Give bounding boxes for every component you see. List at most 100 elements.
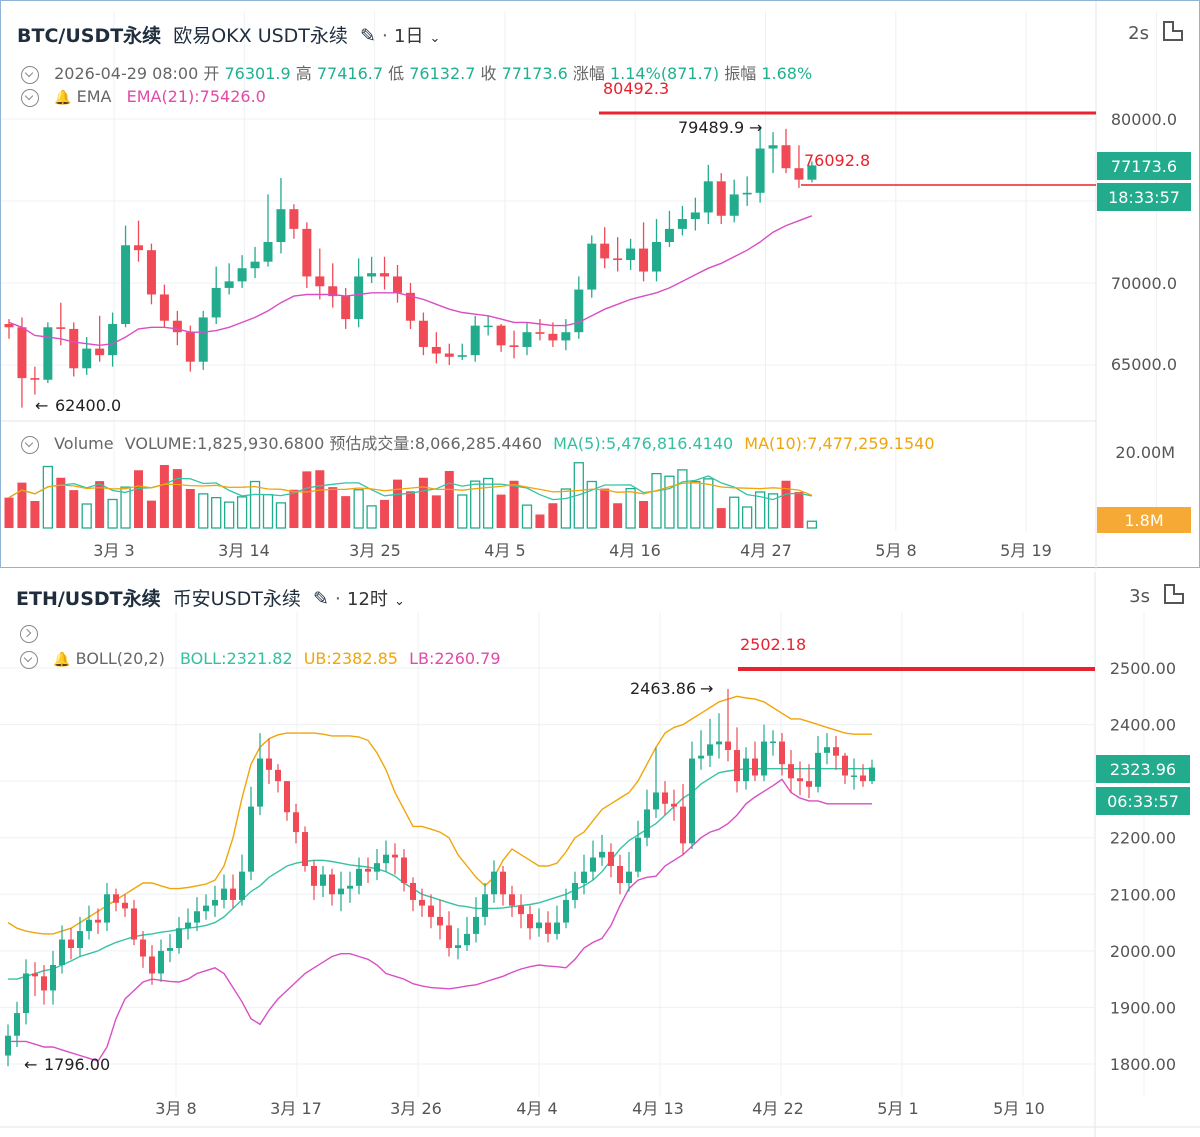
candle-body bbox=[500, 871, 506, 895]
volume-bar bbox=[56, 477, 66, 528]
candle-body bbox=[289, 209, 299, 229]
candle-body bbox=[455, 945, 461, 949]
price-tick-label: 2500.00 bbox=[1110, 659, 1176, 678]
candle-body bbox=[185, 332, 195, 362]
btc-interval-select[interactable]: 1日 bbox=[394, 26, 424, 47]
candle-body bbox=[457, 355, 467, 357]
candle-body bbox=[608, 851, 614, 866]
edit-icon[interactable]: ✎ bbox=[359, 25, 376, 47]
volume-bar bbox=[457, 494, 468, 529]
edit-icon[interactable]: ✎ bbox=[312, 588, 329, 610]
eth-interval-select[interactable]: 12时 bbox=[347, 589, 388, 610]
chevron-down-icon[interactable]: ⌄ bbox=[429, 31, 441, 46]
btc-symbol[interactable]: BTC/USDT永续 bbox=[17, 25, 162, 47]
ohlc-date: 2026-04-29 08:00 bbox=[54, 64, 199, 83]
candle-body bbox=[159, 294, 169, 321]
volume-bar bbox=[302, 471, 312, 528]
x-tick-label: 3月 26 bbox=[390, 1099, 442, 1118]
candle-body bbox=[5, 1035, 11, 1056]
candle-body bbox=[644, 809, 650, 838]
candle-body bbox=[82, 348, 92, 369]
candle-body bbox=[104, 894, 110, 923]
chevron-down-icon[interactable]: ⌄ bbox=[393, 594, 405, 609]
x-tick-label: 3月 14 bbox=[218, 541, 270, 560]
amplitude-value: 1.68% bbox=[761, 64, 813, 83]
x-tick-label: 4月 27 bbox=[740, 541, 792, 560]
maximize-icon[interactable] bbox=[1164, 584, 1184, 604]
candle-body bbox=[56, 327, 66, 329]
candle-body bbox=[108, 324, 118, 356]
btc-chart-panel[interactable]: 80492.3 76092.8 79489.9 → ← 62400.0 80000.0 700… bbox=[0, 0, 1200, 569]
candle-body bbox=[581, 871, 587, 883]
volume-bar bbox=[172, 469, 182, 528]
candle-body bbox=[613, 258, 623, 261]
bell-icon[interactable]: 🔔 bbox=[54, 90, 72, 106]
price-tick-label: 2000.00 bbox=[1110, 942, 1176, 961]
bell-icon[interactable]: 🔔 bbox=[53, 652, 71, 668]
candle-body bbox=[230, 888, 236, 900]
candle-body bbox=[401, 857, 407, 883]
candle-body bbox=[536, 922, 542, 929]
volume-bar bbox=[223, 501, 235, 529]
candle-body bbox=[341, 296, 351, 320]
right-arrow-icon: → bbox=[749, 118, 762, 137]
boll-name[interactable]: BOLL(20,2) bbox=[75, 649, 165, 668]
candle-body bbox=[734, 750, 740, 782]
candle-body bbox=[418, 320, 428, 347]
candle-body bbox=[428, 905, 434, 917]
eth-chart-panel[interactable]: 2502.18 2463.86 → ← 1796.00 2500.00 2400.00 220… bbox=[0, 572, 1200, 1137]
candle-body bbox=[30, 378, 40, 380]
volume-bar bbox=[262, 493, 274, 529]
candle-body bbox=[248, 806, 254, 872]
btc-chart-svg[interactable]: 80492.3 76092.8 79489.9 → ← 62400.0 80000.0 700… bbox=[1, 1, 1200, 569]
collapse-icon[interactable] bbox=[21, 435, 39, 454]
candle-body bbox=[496, 325, 506, 346]
candle-body bbox=[770, 741, 776, 744]
boll-ub-value: UB:2382.85 bbox=[303, 649, 398, 668]
x-tick-label: 3月 8 bbox=[155, 1099, 196, 1118]
candle-body bbox=[509, 894, 515, 906]
candle-body bbox=[743, 758, 749, 782]
btc-header: BTC/USDT永续 欧易OKX USDT永续 ✎ · 1日 ⌄ bbox=[17, 25, 441, 47]
collapse-icon[interactable] bbox=[20, 650, 38, 669]
candle-body bbox=[354, 276, 364, 320]
eth-symbol[interactable]: ETH/USDT永续 bbox=[16, 588, 161, 610]
alert-label-current: 76092.8 bbox=[804, 151, 870, 170]
volume-bar bbox=[444, 471, 454, 528]
ema-name[interactable]: EMA bbox=[76, 87, 112, 106]
collapse-icon[interactable] bbox=[21, 88, 39, 107]
candle-body bbox=[203, 905, 209, 912]
eth-refresh-rate[interactable]: 3s bbox=[1129, 586, 1150, 607]
candle-body bbox=[768, 145, 778, 149]
candle-body bbox=[356, 868, 362, 886]
volume-name[interactable]: Volume bbox=[54, 434, 114, 453]
volume-bar bbox=[405, 491, 415, 528]
candle-body bbox=[43, 327, 53, 380]
maximize-icon[interactable] bbox=[1163, 21, 1183, 41]
candle-body bbox=[302, 832, 308, 866]
volume-bar bbox=[236, 496, 248, 529]
current-price-tag: 2323.96 bbox=[1110, 760, 1176, 779]
candle-body bbox=[554, 922, 560, 934]
volume-tick-label: 20.00M bbox=[1115, 443, 1175, 462]
candle-body bbox=[635, 837, 641, 872]
vol-ma5-value: MA(5):5,476,816.4140 bbox=[553, 434, 734, 453]
candle-body bbox=[729, 194, 739, 216]
price-tick-label: 1900.00 bbox=[1110, 998, 1176, 1017]
candle-body bbox=[393, 276, 402, 293]
candle-body bbox=[437, 916, 443, 926]
candle-body bbox=[483, 325, 493, 328]
eth-chart-svg[interactable]: 2502.18 2463.86 → ← 1796.00 2500.00 2400.00 220… bbox=[0, 572, 1200, 1137]
high-value: 77416.7 bbox=[316, 64, 384, 83]
candle-body bbox=[167, 948, 173, 951]
vol-ma10-line bbox=[8, 482, 813, 499]
collapse-icon[interactable] bbox=[21, 65, 39, 84]
btc-refresh-rate[interactable]: 2s bbox=[1128, 23, 1149, 44]
candle-body bbox=[869, 767, 875, 782]
candle-body bbox=[237, 268, 247, 282]
volume-bar bbox=[600, 488, 610, 528]
eth-boll-row: 🔔 BOLL(20,2) BOLL:2321.82 UB:2382.85 LB:… bbox=[20, 649, 501, 669]
expand-icon[interactable] bbox=[20, 624, 38, 643]
boll-ub-line bbox=[7, 695, 872, 935]
candle-body bbox=[121, 245, 131, 324]
